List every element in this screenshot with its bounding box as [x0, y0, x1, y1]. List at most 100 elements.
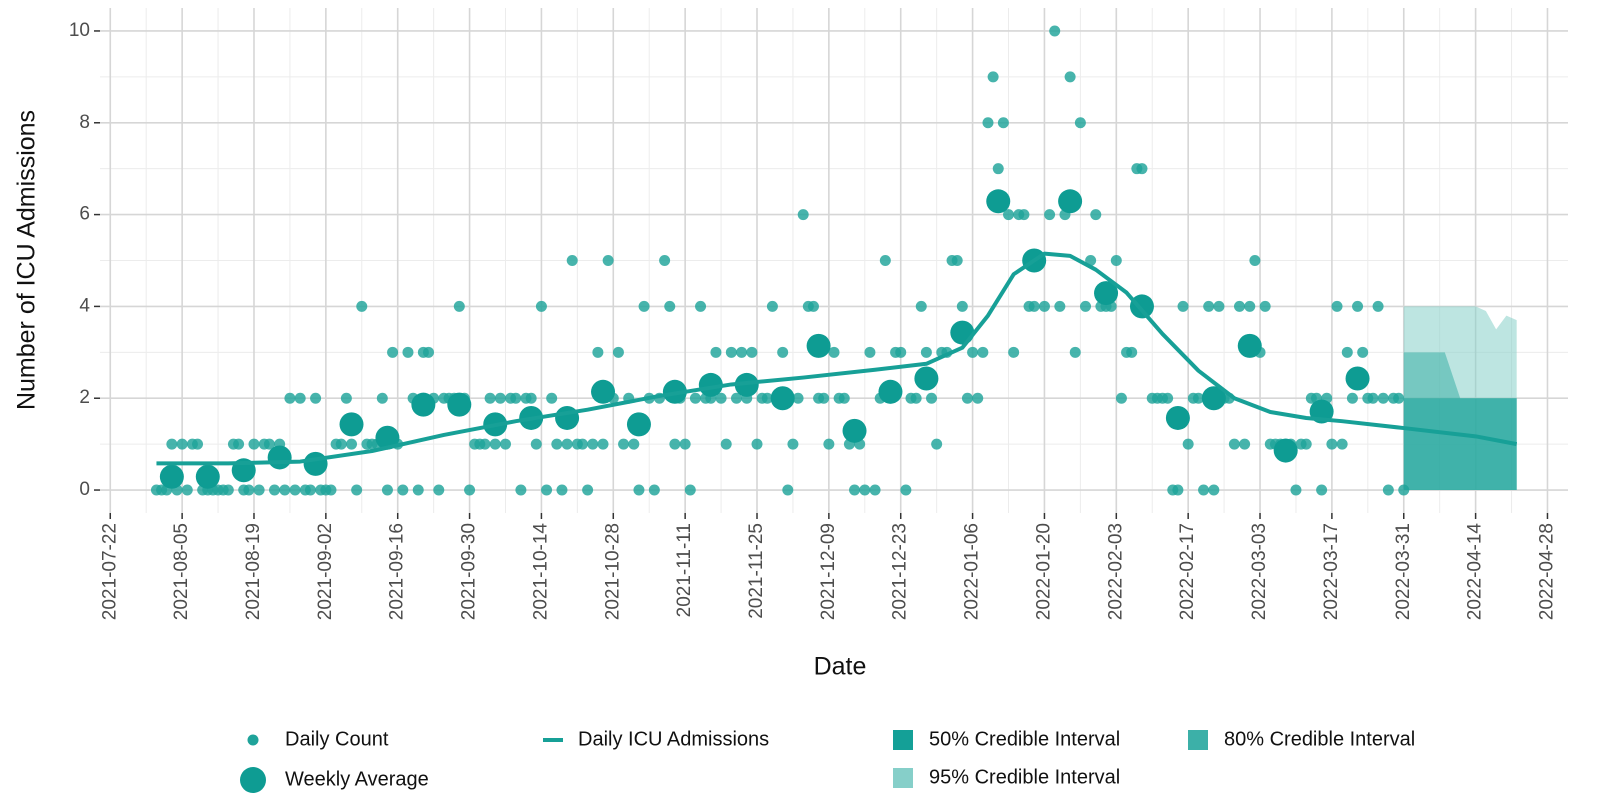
daily-point	[736, 346, 748, 358]
daily-point	[1003, 209, 1015, 221]
legend-swatch	[247, 734, 259, 746]
grid	[100, 8, 1568, 513]
daily-point	[551, 438, 563, 450]
daily-point	[1336, 438, 1348, 450]
weekly-point	[159, 464, 184, 489]
daily-point	[1233, 300, 1245, 312]
weekly-point	[806, 333, 831, 358]
daily-point	[895, 346, 907, 358]
weekly-point	[267, 445, 292, 470]
daily-point	[381, 484, 393, 496]
x-tick-label: 2021-08-05	[171, 523, 192, 620]
daily-point	[761, 392, 773, 404]
weekly-point	[1094, 281, 1119, 306]
daily-point	[546, 392, 558, 404]
daily-point	[576, 438, 588, 450]
daily-point	[807, 300, 819, 312]
weekly-point	[698, 372, 723, 397]
daily-point	[1346, 392, 1358, 404]
daily-point	[684, 484, 696, 496]
daily-point	[977, 346, 989, 358]
daily-point	[556, 484, 568, 496]
daily-point	[1069, 346, 1081, 358]
daily-point	[787, 438, 799, 450]
daily-point	[926, 392, 938, 404]
legend-label: Daily ICU Admissions	[578, 728, 769, 750]
daily-point	[222, 484, 234, 496]
x-tick-label: 2021-10-14	[530, 523, 551, 621]
y-tick-label: 8	[79, 112, 90, 133]
daily-point	[1208, 484, 1220, 496]
daily-point	[1064, 71, 1076, 83]
legend: Daily Count Weekly Average Daily ICU Admis…	[240, 728, 1415, 793]
legend-swatch	[893, 730, 913, 750]
legend-label: Weekly Average	[285, 768, 429, 790]
weekly-point	[950, 320, 975, 345]
daily-point	[433, 484, 445, 496]
x-tick-label: 2022-01-06	[962, 523, 983, 620]
x-tick-label: 2022-04-14	[1465, 523, 1486, 621]
daily-point	[679, 438, 691, 450]
daily-point	[792, 392, 804, 404]
daily-point	[1382, 484, 1394, 496]
daily-point	[710, 346, 722, 358]
daily-point	[346, 438, 358, 450]
daily-point	[1192, 392, 1204, 404]
daily-point	[612, 346, 624, 358]
daily-point	[720, 438, 732, 450]
daily-point	[910, 392, 922, 404]
daily-point	[797, 209, 809, 221]
daily-point	[597, 438, 609, 450]
legend-label: Daily Count	[285, 728, 389, 750]
daily-point	[859, 484, 871, 496]
weekly-point	[1345, 366, 1370, 391]
daily-point	[1136, 163, 1148, 175]
y-tick-label: 10	[69, 20, 90, 41]
daily-point	[166, 438, 178, 450]
weekly-point	[1237, 333, 1262, 358]
x-tick-label: 2021-11-25	[746, 523, 767, 619]
daily-point	[1326, 438, 1338, 450]
daily-point	[956, 300, 968, 312]
daily-point	[484, 392, 496, 404]
x-tick-label: 2021-07-22	[99, 523, 120, 620]
weekly-point	[1273, 438, 1298, 463]
daily-point	[987, 71, 999, 83]
x-tick-label: 2021-08-19	[243, 523, 264, 620]
daily-point	[961, 392, 973, 404]
daily-point	[494, 392, 506, 404]
daily-point	[1044, 209, 1056, 221]
weekly-point	[1201, 386, 1226, 411]
y-tick-label: 4	[79, 295, 90, 316]
daily-point	[340, 392, 352, 404]
daily-point	[689, 392, 701, 404]
daily-point	[279, 484, 291, 496]
credible-band	[1403, 398, 1517, 491]
weekly-point	[770, 386, 795, 411]
daily-point	[181, 484, 193, 496]
daily-point	[233, 438, 245, 450]
daily-point	[525, 392, 537, 404]
daily-point	[387, 346, 399, 358]
daily-point	[561, 438, 573, 450]
x-tick-label: 2022-02-03	[1105, 523, 1126, 620]
daily-point	[376, 392, 388, 404]
daily-point	[915, 300, 927, 312]
daily-point	[284, 392, 296, 404]
x-axis-title: Date	[814, 653, 867, 681]
daily-point	[1239, 438, 1251, 450]
daily-point	[499, 438, 511, 450]
daily-point	[659, 255, 671, 266]
daily-point	[1080, 300, 1092, 312]
daily-point	[192, 438, 204, 450]
daily-point	[1341, 346, 1353, 358]
daily-point	[253, 484, 265, 496]
daily-point	[982, 117, 994, 129]
daily-point	[541, 484, 553, 496]
daily-point	[1244, 300, 1256, 312]
daily-point	[648, 484, 660, 496]
daily-point	[638, 300, 650, 312]
daily-point	[269, 484, 281, 496]
weekly-point	[303, 451, 328, 476]
y-tick-label: 6	[79, 204, 90, 225]
